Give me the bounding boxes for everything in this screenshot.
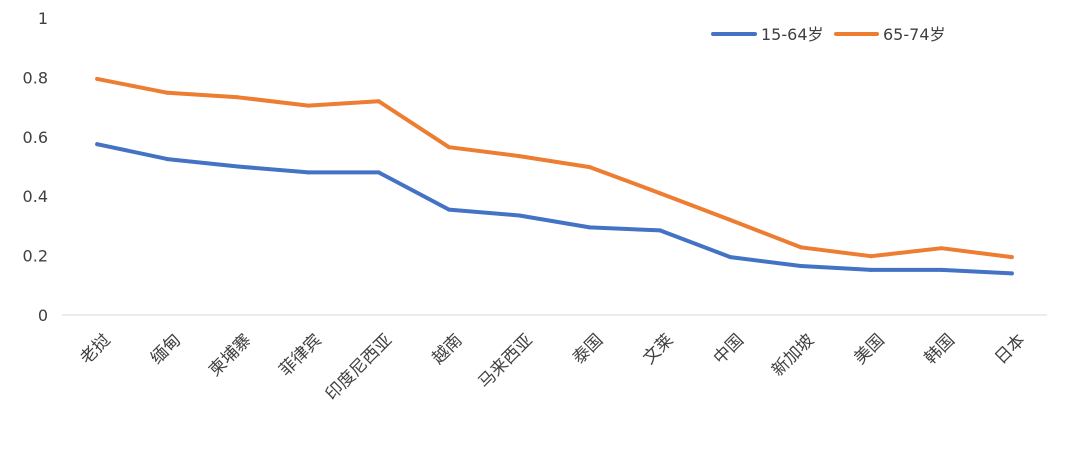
data-point [517, 154, 522, 159]
data-point [869, 267, 874, 272]
data-point [95, 142, 100, 147]
series-layer [95, 76, 1014, 276]
data-point [306, 103, 311, 108]
data-point [306, 170, 311, 175]
data-point [728, 255, 733, 260]
x-tick-label: 越南 [428, 330, 466, 368]
data-point [376, 170, 381, 175]
legend-label-15-64: 15-64岁 [761, 25, 824, 44]
data-point [798, 245, 803, 250]
series-line-0 [95, 142, 1014, 276]
y-axis-ticks: 0 0.2 0.4 0.6 0.8 1 [23, 9, 48, 325]
x-tick-label: 文莱 [639, 330, 677, 368]
data-point [447, 145, 451, 150]
data-point [798, 264, 803, 268]
data-point [235, 164, 240, 169]
x-tick-label: 美国 [850, 330, 888, 368]
x-tick-label: 中国 [710, 330, 748, 368]
y-tick-label: 0.8 [23, 68, 48, 87]
data-point [235, 95, 240, 100]
legend: 15-64岁 65-74岁 [711, 25, 946, 44]
data-point [517, 213, 522, 218]
x-tick-label: 印度尼西亚 [322, 330, 396, 404]
x-tick-label: 缅甸 [147, 330, 185, 368]
x-tick-label: 菲律宾 [276, 330, 326, 380]
y-tick-label: 0 [38, 306, 48, 325]
legend-label-65-74: 65-74岁 [883, 25, 946, 44]
data-point [95, 76, 100, 81]
data-point [939, 246, 944, 251]
data-point [658, 228, 662, 233]
x-tick-label: 韩国 [921, 330, 959, 368]
data-point [658, 191, 662, 196]
data-point [165, 157, 170, 162]
x-tick-label: 日本 [991, 330, 1029, 368]
y-tick-label: 0.2 [23, 247, 48, 266]
data-point [939, 267, 944, 272]
x-tick-label: 泰国 [569, 330, 607, 368]
x-tick-label: 马来西亚 [475, 330, 537, 392]
x-tick-label: 柬埔寨 [205, 330, 255, 380]
y-tick-label: 1 [38, 9, 48, 28]
data-point [1009, 255, 1014, 260]
data-point [376, 99, 381, 104]
data-point [165, 90, 170, 95]
data-point [587, 225, 592, 230]
x-tick-label: 老挝 [77, 330, 115, 368]
series-line-1 [95, 76, 1014, 260]
data-point [587, 165, 592, 170]
data-point [869, 254, 874, 259]
y-tick-label: 0.4 [23, 187, 48, 206]
y-tick-label: 0.6 [23, 128, 48, 147]
data-point [447, 207, 451, 212]
data-point [1009, 271, 1014, 276]
x-tick-label: 新加坡 [768, 330, 818, 380]
data-point [728, 218, 733, 222]
